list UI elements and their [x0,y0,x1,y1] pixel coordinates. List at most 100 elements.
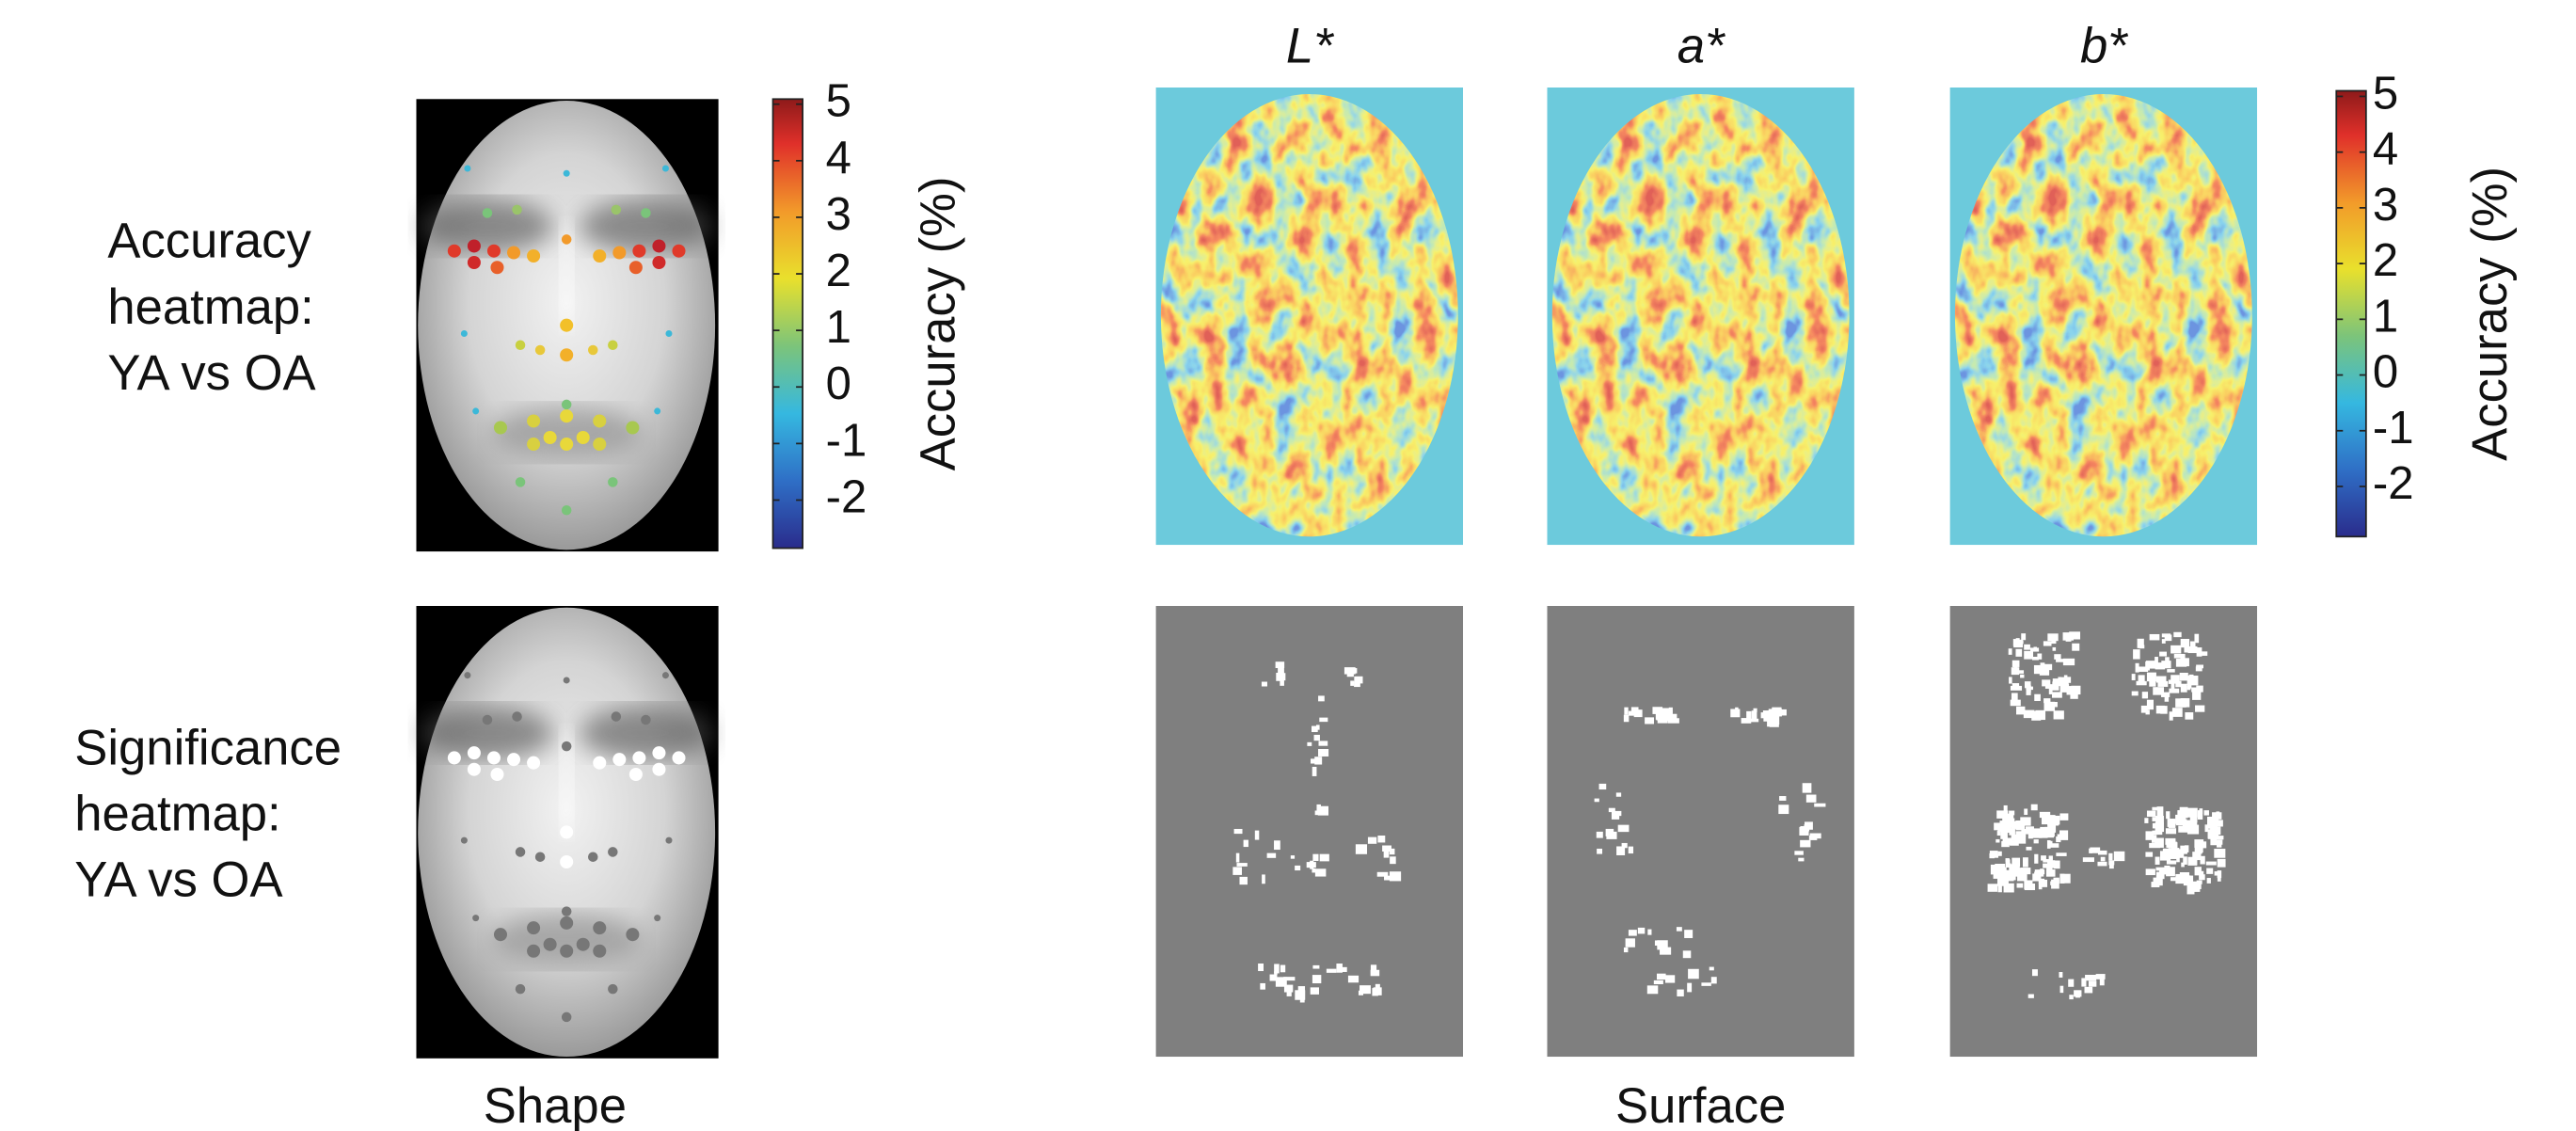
significant-cluster [2181,639,2189,647]
significant-cluster [2206,862,2217,866]
row-label: Accuracy [107,214,311,269]
significance-map [1156,606,1463,1057]
significant-cluster [2015,649,2022,657]
significant-cluster [2207,824,2218,829]
significant-cluster [2156,872,2165,880]
significant-cluster [1312,975,1321,983]
tick-label: 1 [826,302,851,353]
landmark [652,256,665,269]
significant-cluster [2070,692,2077,699]
landmark [472,407,479,414]
landmark [562,1012,572,1023]
significant-cluster [2032,969,2038,976]
significant-cluster [2035,710,2045,720]
significant-cluster [2159,868,2170,872]
landmark [562,400,572,410]
significant-cluster [2026,847,2031,851]
significant-cluster [2098,851,2107,855]
significant-cluster [1274,840,1280,850]
landmark [560,855,573,868]
landmark [527,414,540,427]
significant-cluster [2006,859,2011,868]
significant-cluster [1312,854,1318,861]
significant-cluster [2195,846,2203,852]
significant-cluster [1318,749,1328,757]
landmark [626,928,639,941]
landmark [593,414,606,427]
significant-cluster [2043,864,2047,868]
significant-cluster [1629,930,1637,935]
significant-cluster [1318,741,1328,745]
significant-cluster [2047,633,2058,641]
significant-cluster [2206,868,2213,874]
landmark [527,921,540,934]
significant-cluster [2028,830,2033,838]
significant-cluster [2044,702,2056,711]
significant-cluster [2021,633,2026,640]
significant-cluster [2013,639,2017,646]
significant-cluster [2054,861,2060,869]
significant-cluster [1236,863,1247,867]
significant-cluster [1798,858,1804,862]
significant-cluster [1800,826,1806,830]
significant-cluster [1618,825,1630,832]
significant-cluster [2016,707,2025,715]
significant-cluster [1996,810,2008,819]
footer-label: Surface [1615,1078,1786,1131]
significant-cluster [2009,829,2015,836]
heatmap [1547,88,1853,545]
significant-cluster [2058,835,2061,841]
significant-cluster [1701,982,1710,986]
landmark [464,672,470,678]
significant-cluster [2009,677,2012,683]
landmark [507,753,520,766]
significant-cluster [2024,645,2030,650]
significance-map [1547,606,1853,1057]
row-label: YA vs OA [107,345,315,401]
landmark [468,256,481,269]
significant-cluster [2056,659,2066,662]
significant-cluster [1677,990,1683,996]
significant-cluster [1255,831,1259,840]
significant-cluster [2195,706,2204,712]
significant-cluster [1311,987,1319,995]
significant-cluster [1626,938,1635,947]
significant-cluster [1356,844,1367,853]
significant-cluster [1327,969,1337,973]
significant-cluster [1665,975,1675,982]
significant-cluster [1677,927,1682,932]
landmark [562,906,572,916]
significant-cluster [1624,948,1628,952]
significant-cluster [2197,871,2203,875]
row-label: heatmap: [107,279,313,335]
landmark [516,477,526,487]
significant-cluster [1315,868,1326,876]
significant-cluster [2114,852,2125,861]
landmark [461,330,468,337]
landmark [593,945,606,958]
significant-cluster [2068,661,2075,665]
significant-cluster [1991,868,1996,873]
significant-cluster [2069,995,2073,999]
landmark [632,245,645,258]
significant-cluster [2045,833,2054,837]
significant-cluster [1382,846,1391,852]
landmark [487,751,501,764]
significant-cluster [2059,813,2068,820]
landmark [535,852,546,862]
row-label: heatmap: [74,787,280,842]
significant-cluster [2059,972,2062,978]
significant-cluster [2141,706,2148,713]
significant-cluster [1684,930,1693,938]
significant-cluster [2155,662,2166,669]
significant-cluster [2030,647,2039,651]
significant-cluster [1616,792,1621,796]
landmark [641,208,651,218]
landmark [560,945,573,958]
landmark [562,505,572,516]
landmark [490,261,503,274]
tick-label: 0 [826,358,851,409]
landmark [662,165,669,171]
significant-cluster [1384,876,1391,881]
